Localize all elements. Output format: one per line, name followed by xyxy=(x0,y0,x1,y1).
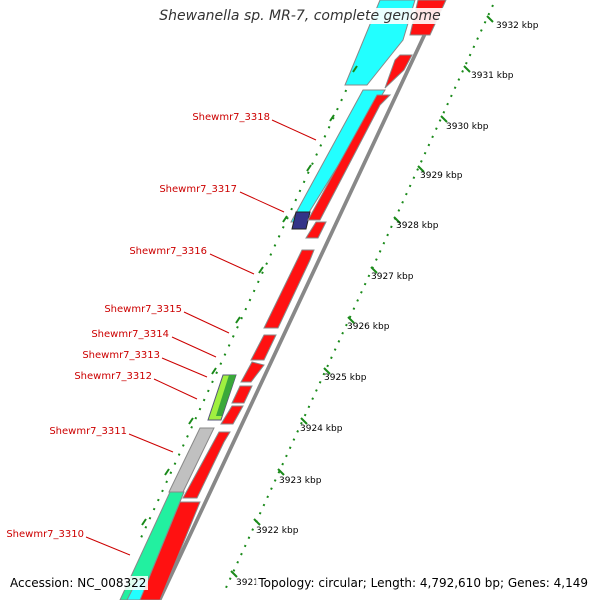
ruler-tick xyxy=(440,115,448,123)
outer-tick xyxy=(211,367,217,375)
topology-text: Topology: circular; Length: 4,792,610 bp… xyxy=(256,576,590,590)
outer-tick xyxy=(329,114,335,122)
gene-label-3314[interactable]: Shewmr7_3314 xyxy=(91,329,169,340)
ruler-label: 3932 kbp xyxy=(496,21,539,31)
outer-tick xyxy=(188,417,194,425)
gene-label-3313[interactable]: Shewmr7_3313 xyxy=(82,350,160,361)
outer-tick xyxy=(306,164,312,172)
leader-line-3314 xyxy=(171,336,217,358)
ruler-tick xyxy=(486,15,494,23)
leader-line-3318 xyxy=(271,119,317,141)
feature-red-3312[interactable] xyxy=(220,405,244,425)
gene-label-3315[interactable]: Shewmr7_3315 xyxy=(104,304,182,315)
accession-text: Accession: NC_008322 xyxy=(8,576,149,590)
leader-line-3312 xyxy=(153,378,198,400)
feature-red-3316[interactable] xyxy=(263,249,315,329)
outer-tick xyxy=(164,468,170,476)
leader-line-3313 xyxy=(161,357,208,378)
ruler-label: 3922 kbp xyxy=(256,526,299,536)
ruler-tick xyxy=(323,367,331,375)
ruler-tick xyxy=(393,216,401,224)
ruler-label: 3931 kbp xyxy=(471,71,514,81)
gene-label-3317[interactable]: Shewmr7_3317 xyxy=(159,184,237,195)
leader-line-3317 xyxy=(239,191,285,213)
feature-red-3317[interactable] xyxy=(305,221,327,239)
ruler-tick xyxy=(463,65,471,73)
feature-navy-3317[interactable] xyxy=(291,211,311,230)
ruler-tick xyxy=(230,570,238,578)
ruler-label: 3921 xyxy=(236,578,259,588)
backbone-shadow xyxy=(155,0,443,604)
gene-leader-lines xyxy=(85,119,317,556)
genome-title: Shewanella sp. MR-7, complete genome xyxy=(150,8,450,24)
ruler-label: 3928 kbp xyxy=(396,221,439,231)
ruler-label: 3924 kbp xyxy=(300,424,343,434)
feature-red-3311[interactable] xyxy=(182,431,231,499)
leader-line-3311 xyxy=(128,433,174,453)
outer-tick-marks xyxy=(141,65,358,526)
ruler-label: 3926 kbp xyxy=(347,322,390,332)
gene-label-3311[interactable]: Shewmr7_3311 xyxy=(49,426,127,437)
ruler-ticks xyxy=(230,15,494,578)
outer-tick xyxy=(258,266,264,274)
ruler-tick xyxy=(277,468,285,476)
ruler-labels: 3932 kbp 3931 kbp 3930 kbp 3929 kbp 3928… xyxy=(236,21,539,588)
gene-label-3316[interactable]: Shewmr7_3316 xyxy=(129,246,207,257)
ruler-label: 3927 kbp xyxy=(371,272,414,282)
feature-red-3314[interactable] xyxy=(240,361,265,383)
gene-label-3310[interactable]: Shewmr7_3310 xyxy=(6,529,84,540)
feature-red-3315[interactable] xyxy=(250,334,277,361)
ruler-tick xyxy=(253,518,261,526)
gene-label-3312[interactable]: Shewmr7_3312 xyxy=(74,371,152,382)
ruler-tick xyxy=(300,417,308,425)
leader-line-3310 xyxy=(85,536,131,556)
outer-tick xyxy=(141,518,147,526)
outer-tick xyxy=(282,215,288,223)
ruler-tick xyxy=(347,316,355,324)
feature-green-3312-inner xyxy=(216,375,236,416)
ruler-label: 3923 kbp xyxy=(279,476,322,486)
gene-labels: Shewmr7_3318 Shewmr7_3317 Shewmr7_3316 S… xyxy=(6,112,270,540)
outer-tick xyxy=(352,65,358,73)
ruler-dots xyxy=(224,4,494,591)
leader-line-3316 xyxy=(209,253,255,275)
ruler-tick xyxy=(417,165,425,173)
gene-label-3318[interactable]: Shewmr7_3318 xyxy=(192,112,270,123)
ruler-label: 3925 kbp xyxy=(324,373,367,383)
feature-red-2[interactable] xyxy=(384,54,413,89)
leader-line-3315 xyxy=(183,311,230,334)
feature-red-3313[interactable] xyxy=(231,385,253,404)
ruler-label: 3930 kbp xyxy=(446,122,489,132)
backbone-line xyxy=(153,0,439,604)
forward-strand-features xyxy=(119,0,416,601)
ruler-label: 3929 kbp xyxy=(420,171,463,181)
feature-red-3318[interactable] xyxy=(307,94,392,221)
outer-tick xyxy=(235,316,241,324)
ruler-tick xyxy=(370,266,378,274)
